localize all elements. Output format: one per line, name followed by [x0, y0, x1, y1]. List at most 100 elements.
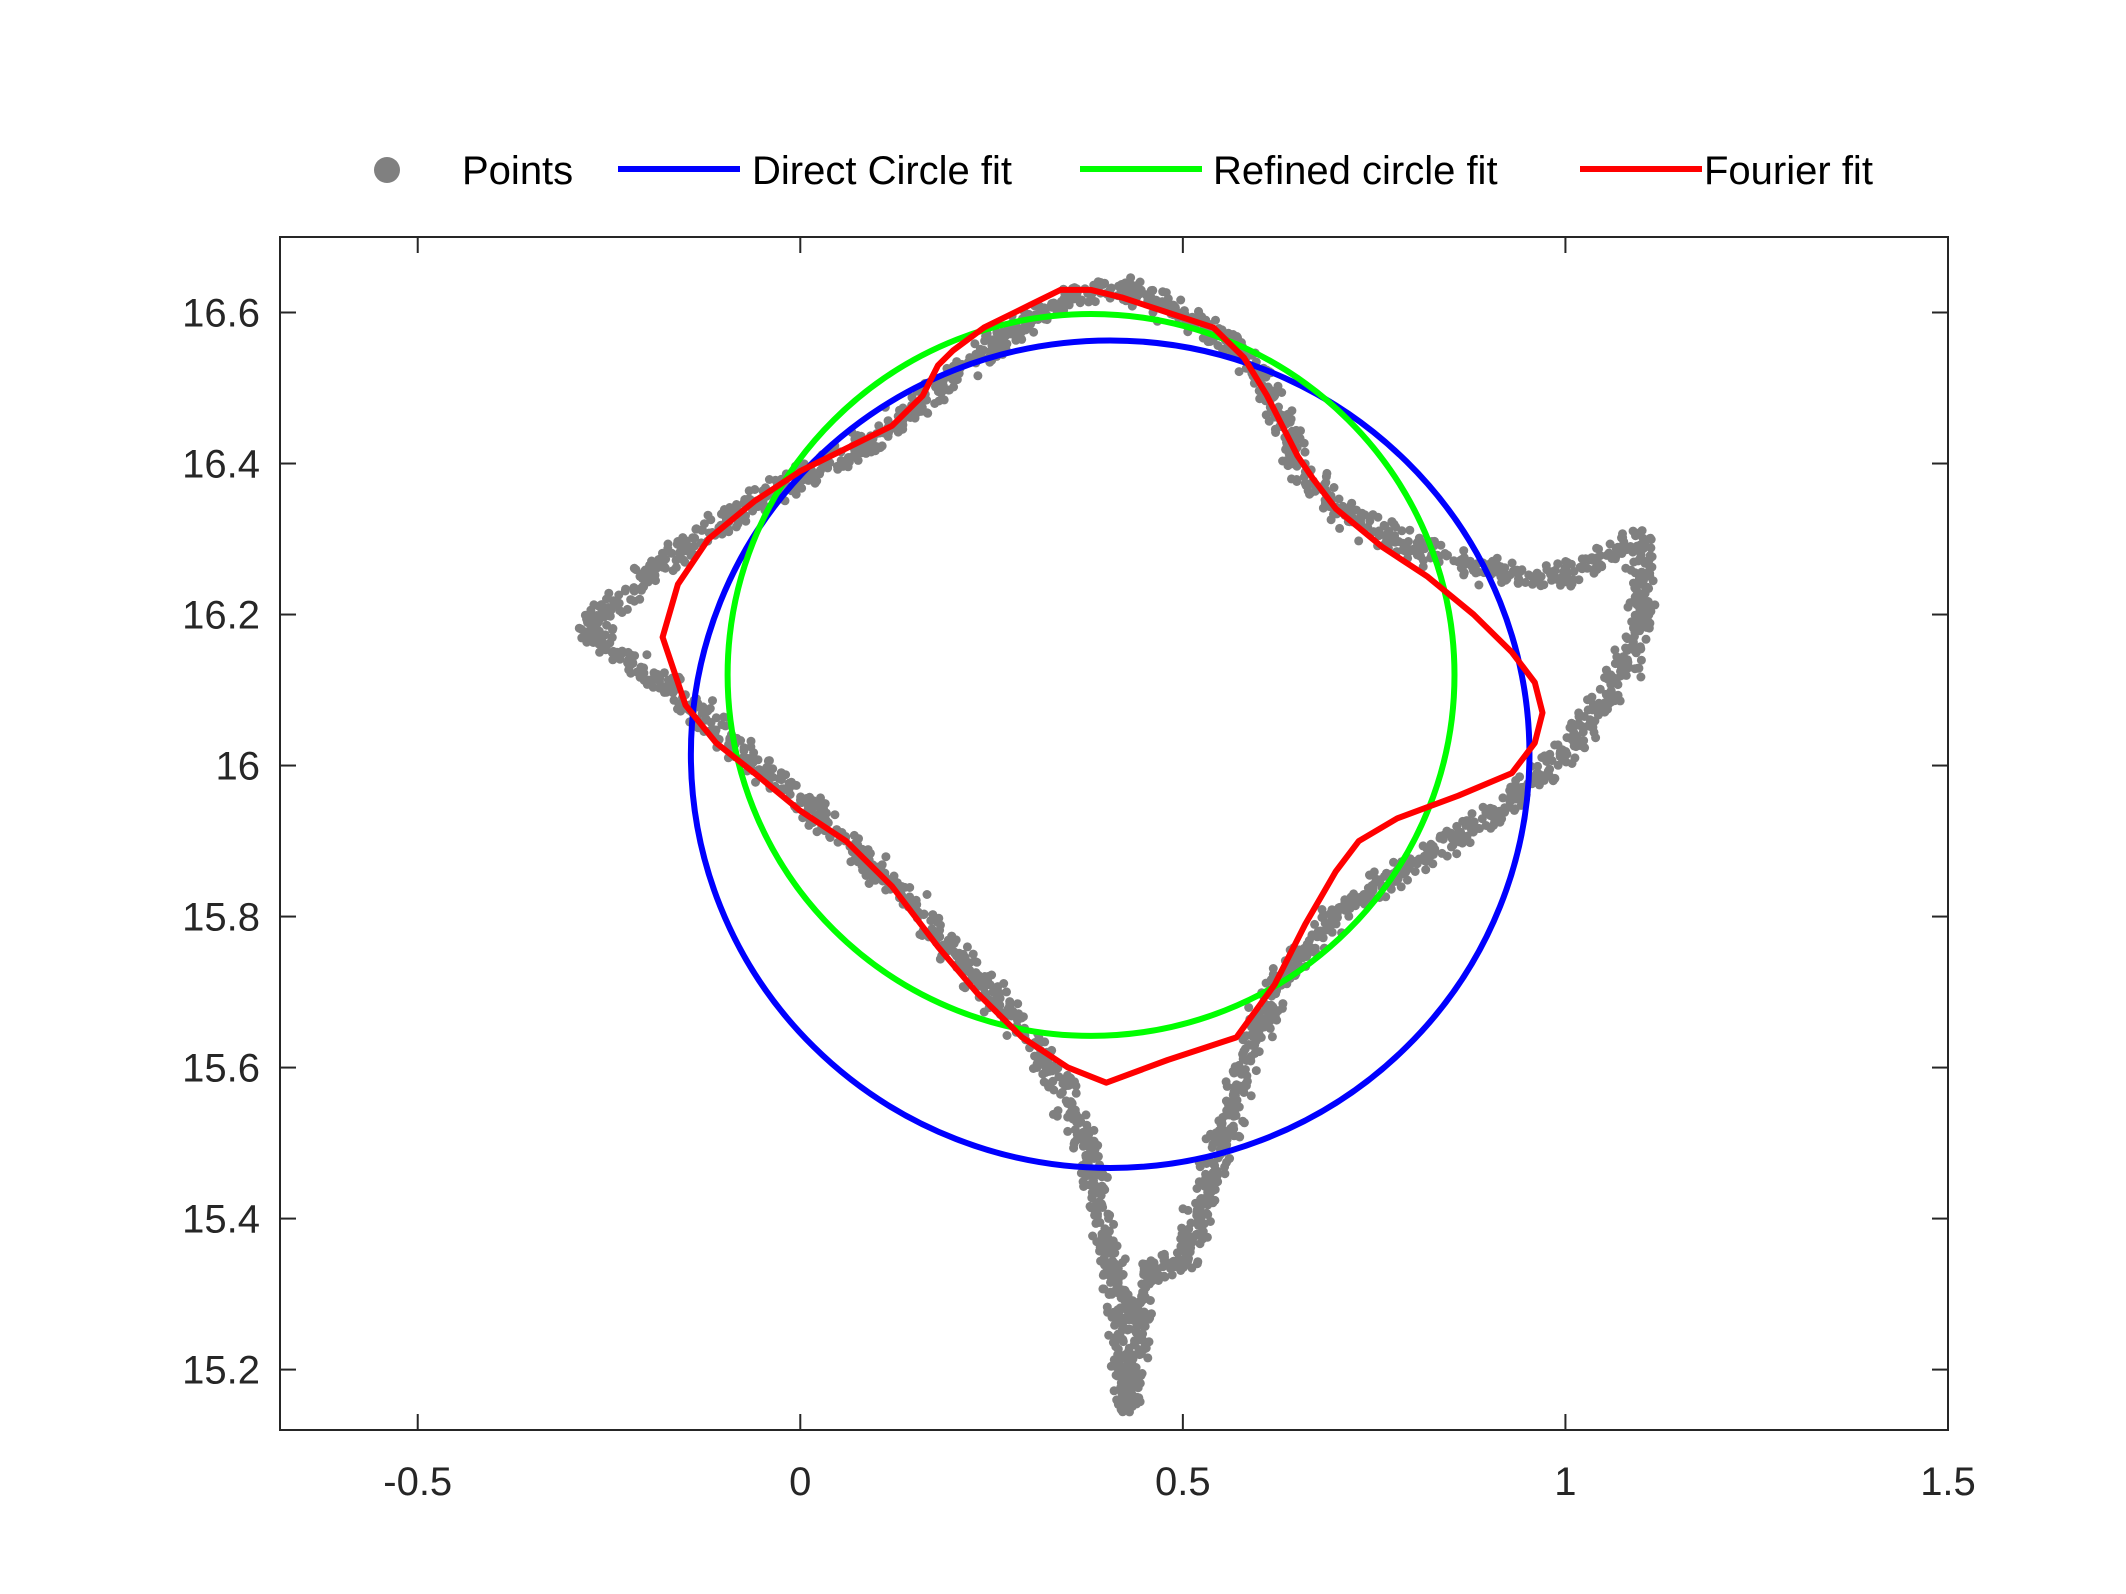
- data-point: [960, 958, 970, 968]
- plot-area: [279, 236, 1949, 1431]
- data-point: [1099, 1284, 1109, 1294]
- data-point: [1624, 662, 1634, 672]
- data-point: [1638, 602, 1648, 612]
- data-point: [1177, 1257, 1187, 1267]
- data-point: [580, 610, 590, 620]
- data-point: [1588, 722, 1598, 732]
- data-point: [962, 942, 972, 952]
- data-point: [774, 773, 784, 783]
- data-point: [667, 680, 677, 690]
- data-point: [1246, 1056, 1256, 1066]
- data-point: [854, 834, 863, 844]
- data-point: [830, 810, 840, 820]
- data-point: [1186, 1243, 1196, 1253]
- data-point: [1222, 1106, 1232, 1116]
- data-point: [1110, 1361, 1119, 1371]
- data-point: [1553, 760, 1563, 770]
- data-point: [1577, 721, 1587, 731]
- data-point: [1057, 1087, 1067, 1097]
- data-point: [617, 608, 627, 617]
- data-point: [1365, 516, 1375, 526]
- data-point: [1367, 881, 1377, 891]
- data-point: [1138, 1259, 1148, 1269]
- data-point: [1201, 1134, 1211, 1144]
- data-point: [853, 431, 862, 440]
- data-point: [1301, 952, 1311, 962]
- data-point: [1635, 626, 1645, 636]
- data-point: [993, 982, 1003, 992]
- data-point: [1082, 1120, 1092, 1130]
- data-point: [1109, 1386, 1119, 1396]
- data-point: [1623, 655, 1632, 665]
- data-point: [1269, 389, 1279, 399]
- data-point: [655, 683, 664, 693]
- data-point: [797, 483, 807, 493]
- data-point: [1638, 617, 1648, 627]
- data-point: [1090, 1145, 1100, 1155]
- data-point: [1398, 538, 1408, 548]
- data-point: [1220, 1162, 1230, 1172]
- data-point: [1505, 793, 1515, 803]
- data-point: [763, 756, 773, 766]
- data-point: [608, 625, 617, 635]
- data-point: [1126, 1390, 1136, 1400]
- data-point: [1091, 1218, 1101, 1228]
- data-point: [1486, 823, 1496, 833]
- data-point: [1096, 1199, 1106, 1209]
- data-point: [1222, 1081, 1232, 1091]
- data-point: [1089, 1204, 1099, 1214]
- data-point: [620, 586, 630, 596]
- data-point: [1089, 1136, 1099, 1146]
- data-point: [1239, 1118, 1249, 1128]
- data-point: [1153, 1273, 1163, 1283]
- data-point: [768, 764, 778, 774]
- data-point: [1410, 867, 1420, 876]
- data-point: [1299, 472, 1309, 482]
- data-point: [1223, 1129, 1233, 1139]
- data-point: [1238, 1049, 1248, 1059]
- data-point: [813, 801, 822, 811]
- data-point: [877, 441, 887, 451]
- data-point: [655, 673, 665, 683]
- data-point: [642, 650, 652, 660]
- data-point: [1097, 1172, 1107, 1182]
- data-point: [881, 852, 891, 862]
- data-point: [690, 533, 700, 543]
- data-point: [1452, 849, 1462, 859]
- data-point: [1071, 1109, 1081, 1119]
- data-point: [1111, 1342, 1121, 1352]
- data-point: [1109, 1219, 1119, 1229]
- scatter-layer: [574, 273, 1660, 1417]
- curve-layer: [659, 286, 1546, 1171]
- data-point: [1494, 806, 1504, 816]
- data-point: [1580, 743, 1590, 753]
- data-point: [1113, 1329, 1123, 1339]
- data-point: [1066, 292, 1076, 302]
- data-point: [1077, 295, 1087, 305]
- x-tick-label: 0.5: [1155, 1460, 1211, 1504]
- data-point: [1381, 892, 1391, 902]
- data-point: [1524, 570, 1534, 580]
- data-point: [1179, 1233, 1189, 1243]
- data-point: [1203, 1200, 1213, 1210]
- data-point: [1161, 288, 1171, 298]
- data-point: [881, 885, 891, 895]
- data-point: [576, 624, 586, 634]
- data-point: [1220, 1169, 1230, 1179]
- data-point: [864, 879, 874, 888]
- data-point: [1109, 1355, 1119, 1365]
- data-point: [1565, 723, 1575, 733]
- legend-direct-circle-label: Direct Circle fit: [752, 149, 1012, 193]
- data-point: [949, 382, 959, 392]
- data-point: [931, 915, 941, 925]
- data-point: [1016, 328, 1026, 338]
- data-point: [1507, 558, 1517, 568]
- data-point: [1533, 761, 1543, 771]
- data-point: [1561, 565, 1571, 575]
- data-point: [1100, 1185, 1110, 1195]
- data-point: [1343, 899, 1353, 909]
- data-point: [1289, 429, 1299, 439]
- data-point: [842, 457, 852, 467]
- x-axis-tick-labels: -0.5 0 0.5 1 1.5: [383, 1460, 1976, 1504]
- data-point: [1520, 578, 1530, 587]
